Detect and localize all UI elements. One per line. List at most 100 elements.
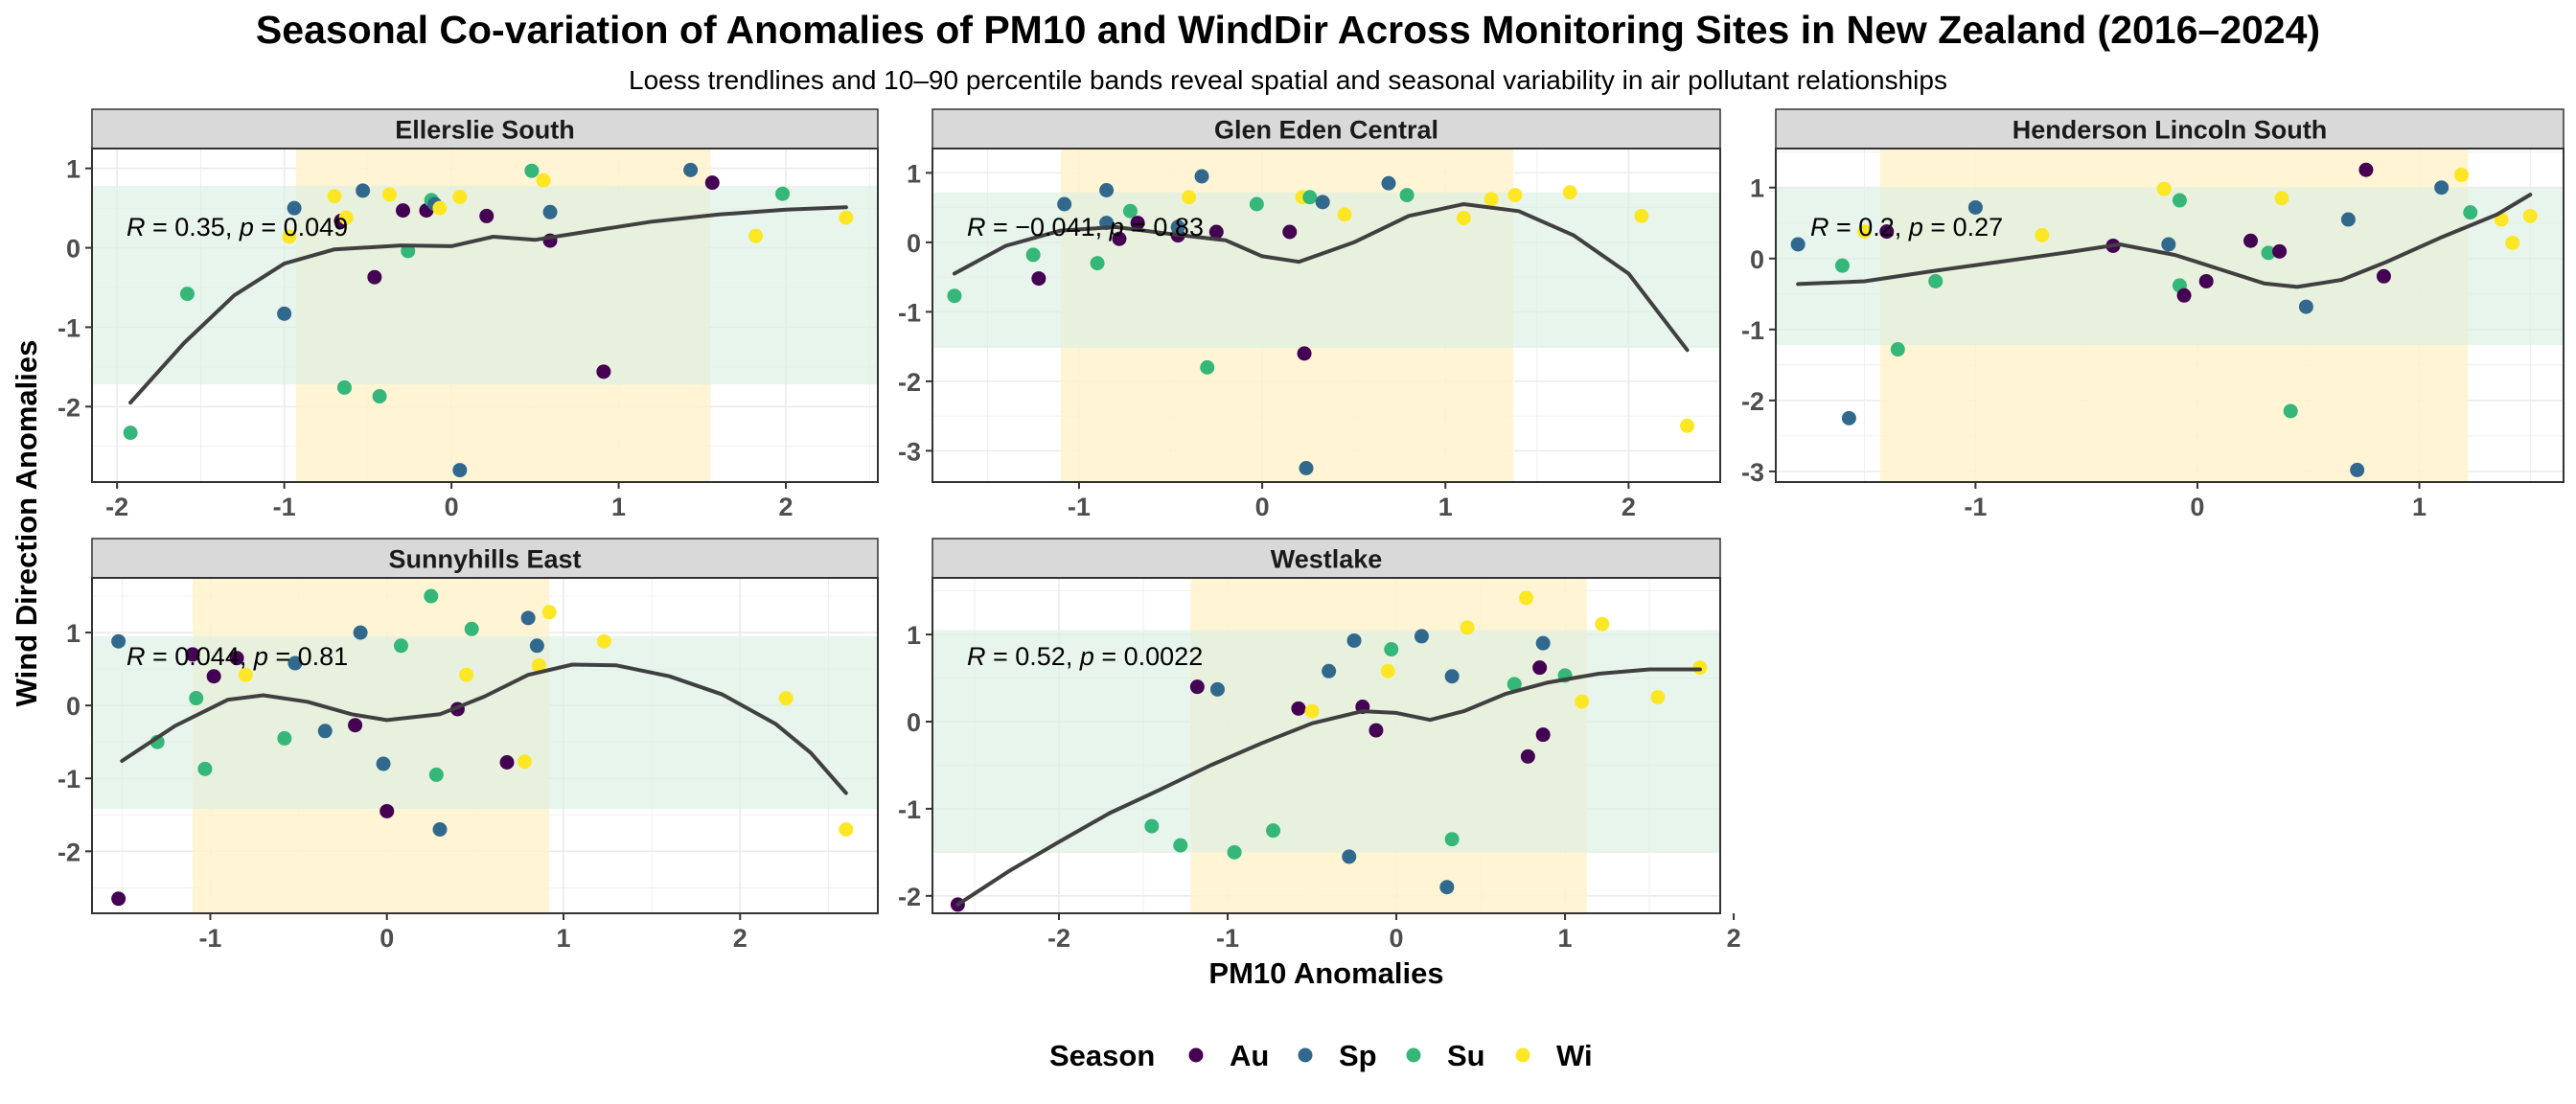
data-point-sp (353, 625, 368, 640)
correlation-annotation: R = 0.52, p = 0.0022 (967, 642, 1203, 671)
data-point-au (1297, 346, 1312, 361)
data-point-sp (1790, 237, 1806, 252)
data-point-wi (327, 189, 342, 204)
data-point-au (2176, 288, 2192, 303)
data-point-wi (1857, 224, 1873, 240)
data-point-au (2198, 273, 2214, 288)
annotation-p-symbol: p (1109, 213, 1124, 242)
data-point-sp (2340, 212, 2356, 227)
annotation-r-symbol: R (126, 213, 146, 242)
data-point-su (1249, 196, 1264, 212)
data-point-sp (2298, 299, 2313, 314)
data-point-wi (1460, 620, 1475, 635)
y-tick-label: -2 (898, 883, 921, 911)
facet-strip (1775, 108, 2564, 150)
annotation-p-value: = 0.27 (1923, 213, 2003, 242)
data-point-su (393, 638, 408, 654)
y-percentile-band (92, 635, 878, 810)
data-point-su (2463, 205, 2478, 220)
facet-strip (91, 108, 879, 150)
legend-label-su: Su (1447, 1039, 1485, 1072)
data-point-su (1302, 190, 1318, 205)
data-point-sp (1381, 175, 1396, 191)
data-point-sp (1209, 681, 1225, 697)
legend-title: Season (1049, 1039, 1155, 1072)
annotation-r-symbol: R (126, 642, 146, 671)
annotation-r-symbol: R (967, 642, 986, 671)
data-point-au (2272, 243, 2288, 259)
data-point-wi (432, 200, 448, 216)
y-tick-label: -1 (58, 765, 80, 794)
chart-title: Seasonal Co-variation of Anomalies of PM… (256, 8, 2320, 52)
facet-westlake: Westlake R = 0.52, p = 0.0022 -2 -1 0 1 2 -2 -1 0… (898, 538, 1741, 953)
data-point-sp (1322, 663, 1337, 678)
data-point-su (2172, 193, 2187, 208)
data-point-sp (317, 724, 333, 739)
data-point-sp (1414, 629, 1429, 644)
annotation-r-value: = 0.2, (1829, 213, 1909, 242)
data-point-su (179, 287, 195, 302)
legend-key-wi (1515, 1047, 1530, 1063)
data-point-su (1025, 247, 1041, 263)
legend-key-su (1406, 1047, 1421, 1063)
legend-item-wi: Wi (1515, 1039, 1593, 1072)
legend-key-sp (1298, 1047, 1313, 1063)
data-point-au (367, 269, 382, 285)
data-point-au (1112, 231, 1127, 246)
panel-border (932, 148, 1721, 483)
data-point-wi (1380, 663, 1395, 678)
y-tick-label: -1 (898, 298, 921, 327)
x-tick-label: 1 (556, 924, 570, 953)
data-point-wi (1650, 690, 1666, 705)
panel-border (1775, 148, 2564, 483)
data-point-wi (282, 229, 297, 244)
legend-item-au: Au (1188, 1039, 1269, 1072)
x-tick-label: -1 (1964, 493, 1987, 521)
annotation-p-value: = 0.0022 (1094, 642, 1203, 671)
facet-strip (932, 108, 1721, 150)
data-point-su (1890, 342, 1905, 357)
facet-panels: Ellerslie South R = 0.35, p = 0.049 -2 -1 0 1… (58, 108, 2564, 953)
data-point-au (206, 669, 221, 684)
y-tick-label: -1 (1741, 316, 1764, 345)
data-point-wi (1575, 694, 1590, 709)
data-point-sp (1057, 196, 1072, 212)
x-tick-label: -2 (105, 493, 128, 521)
data-point-wi (839, 822, 854, 837)
data-point-su (123, 426, 138, 441)
y-tick-label: 1 (907, 159, 921, 188)
data-point-wi (1634, 208, 1649, 223)
data-point-sp (2350, 462, 2365, 477)
data-point-au (1520, 748, 1535, 764)
facet-sunnyhills-east: Sunnyhills East R = 0.044, p = 0.81 -1 0 1 2 -… (58, 538, 879, 953)
data-point-sp (277, 306, 292, 321)
data-point-au (1282, 224, 1298, 240)
y-tick-label: 0 (907, 229, 921, 258)
x-tick-label: 0 (445, 493, 459, 521)
data-point-wi (536, 172, 551, 188)
y-tick-label: -3 (898, 437, 921, 466)
data-point-sp (542, 204, 558, 219)
data-point-wi (1562, 185, 1577, 200)
data-point-wi (1507, 188, 1523, 203)
annotation-r-symbol: R (1810, 213, 1829, 242)
data-point-wi (238, 667, 253, 682)
x-tick-label: 2 (1622, 493, 1636, 521)
legend-label-sp: Sp (1339, 1039, 1377, 1072)
data-point-su (464, 621, 479, 636)
data-point-au (1368, 723, 1384, 738)
legend: Season Au Sp Su Wi (1049, 1039, 1593, 1072)
data-point-su (1928, 273, 1944, 288)
loess-trendline (128, 205, 848, 405)
data-point-sp (520, 610, 536, 626)
y-tick-label: -2 (58, 838, 80, 866)
data-point-wi (2274, 191, 2289, 206)
data-point-su (428, 767, 444, 782)
data-point-su (1506, 677, 1522, 692)
y-tick-label: -1 (898, 795, 921, 824)
data-point-sp (529, 638, 544, 654)
panel-border (91, 148, 879, 483)
legend-label-wi: Wi (1556, 1039, 1593, 1072)
data-point-sp (287, 200, 302, 216)
